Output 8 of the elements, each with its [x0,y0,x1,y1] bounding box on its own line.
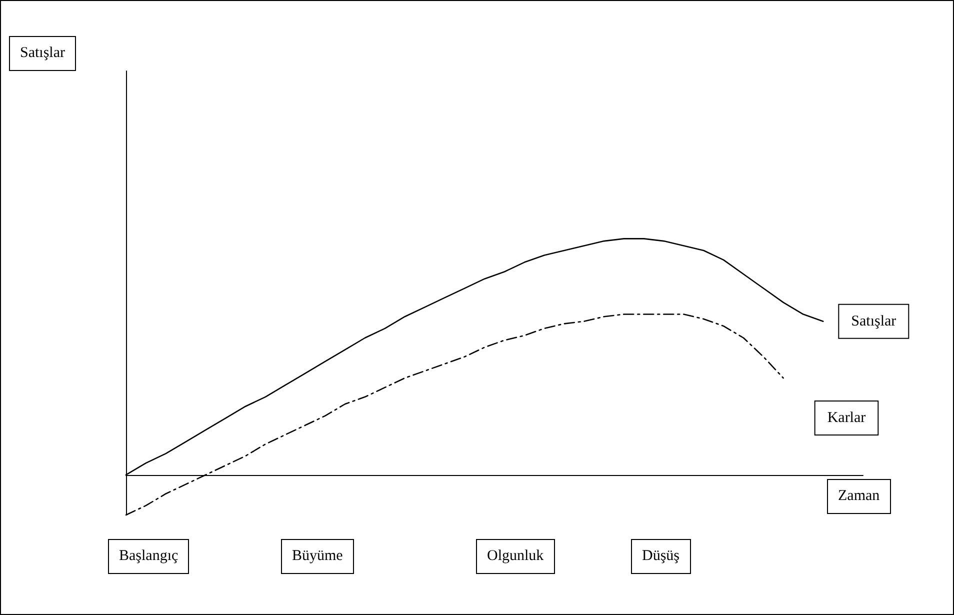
x-axis-title: Zaman [827,479,891,514]
series-label: Satışlar [851,313,896,330]
text: Karlar [827,410,866,426]
text: Satışlar [9,36,76,71]
text: Büyüme [281,539,354,574]
text: Başlangıç [108,539,190,574]
text: Olgunluk [476,539,555,574]
text: Düşüş [631,539,691,574]
